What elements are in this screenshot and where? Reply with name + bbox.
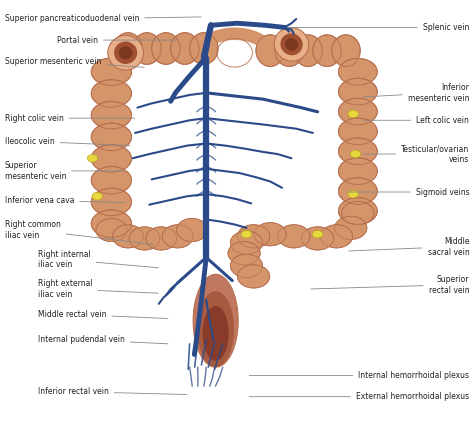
Ellipse shape [176,219,207,241]
Ellipse shape [230,254,263,278]
Ellipse shape [91,123,131,151]
Text: Superior pancreaticoduodenal vein: Superior pancreaticoduodenal vein [5,14,201,24]
Ellipse shape [197,291,234,367]
Text: Left colic vein: Left colic vein [363,116,469,125]
Ellipse shape [281,33,302,55]
Ellipse shape [285,38,298,51]
Ellipse shape [350,150,361,158]
Ellipse shape [338,158,377,184]
Ellipse shape [338,197,377,225]
Ellipse shape [193,274,238,367]
Text: Right common
iliac vein: Right common iliac vein [5,220,154,244]
Ellipse shape [338,78,377,105]
Ellipse shape [96,219,127,241]
Ellipse shape [338,58,377,85]
Ellipse shape [171,32,199,64]
Text: Right external
iliac vein: Right external iliac vein [38,279,158,299]
Ellipse shape [332,35,360,66]
Text: Splenic vein: Splenic vein [287,23,469,32]
Ellipse shape [348,110,358,118]
Ellipse shape [275,35,303,66]
Ellipse shape [313,35,341,66]
Text: Superior mesenteric vein: Superior mesenteric vein [5,57,144,68]
Text: Superior
rectal vein: Superior rectal vein [311,275,469,295]
Text: Internal hemorrhoidal plexus: Internal hemorrhoidal plexus [249,371,469,380]
Ellipse shape [114,41,137,64]
Ellipse shape [91,210,131,237]
Text: Internal pudendal vein: Internal pudendal vein [38,335,168,344]
Ellipse shape [338,98,377,125]
Ellipse shape [278,225,310,248]
Ellipse shape [301,227,334,250]
Ellipse shape [203,306,228,361]
Ellipse shape [342,202,374,225]
Text: Superior
mesenteric vein: Superior mesenteric vein [5,161,125,181]
Ellipse shape [129,227,160,250]
Text: Sigmoid veins: Sigmoid veins [349,187,469,197]
Ellipse shape [190,32,218,64]
Ellipse shape [91,145,131,172]
Ellipse shape [113,225,143,248]
Ellipse shape [91,58,131,85]
Ellipse shape [338,138,377,165]
Ellipse shape [320,225,353,248]
Ellipse shape [108,35,143,70]
Text: Right colic vein: Right colic vein [5,114,135,123]
Ellipse shape [228,241,260,265]
Ellipse shape [114,32,142,64]
Ellipse shape [338,118,377,145]
Ellipse shape [274,27,309,61]
Ellipse shape [294,35,322,66]
Ellipse shape [335,216,367,239]
Ellipse shape [312,230,323,238]
Text: Inferior
mesenteric vein: Inferior mesenteric vein [363,83,469,103]
Ellipse shape [348,190,358,198]
Ellipse shape [87,154,98,162]
Ellipse shape [91,101,131,129]
Text: Testicular/ovarian
veins: Testicular/ovarian veins [363,144,469,164]
Ellipse shape [237,265,270,288]
Text: Inferior vena cava: Inferior vena cava [5,196,125,205]
Ellipse shape [256,35,284,66]
Ellipse shape [152,32,180,64]
Text: Inferior rectal vein: Inferior rectal vein [38,387,187,396]
Text: External hemorrhoidal plexus: External hemorrhoidal plexus [249,392,469,401]
Ellipse shape [230,231,263,254]
Text: Ileocolic vein: Ileocolic vein [5,137,130,146]
Ellipse shape [119,46,132,60]
Ellipse shape [241,230,252,238]
Ellipse shape [92,192,102,200]
Text: Middle rectal vein: Middle rectal vein [38,310,168,319]
Ellipse shape [91,80,131,107]
Ellipse shape [91,167,131,194]
Ellipse shape [254,223,286,246]
Text: Right internal
iliac vein: Right internal iliac vein [38,250,158,269]
Ellipse shape [162,225,193,248]
Text: Middle
sacral vein: Middle sacral vein [349,237,469,257]
Ellipse shape [91,188,131,216]
Text: Portal vein: Portal vein [57,35,177,45]
Ellipse shape [338,178,377,204]
Ellipse shape [237,225,270,248]
Ellipse shape [133,32,161,64]
Ellipse shape [146,227,176,250]
